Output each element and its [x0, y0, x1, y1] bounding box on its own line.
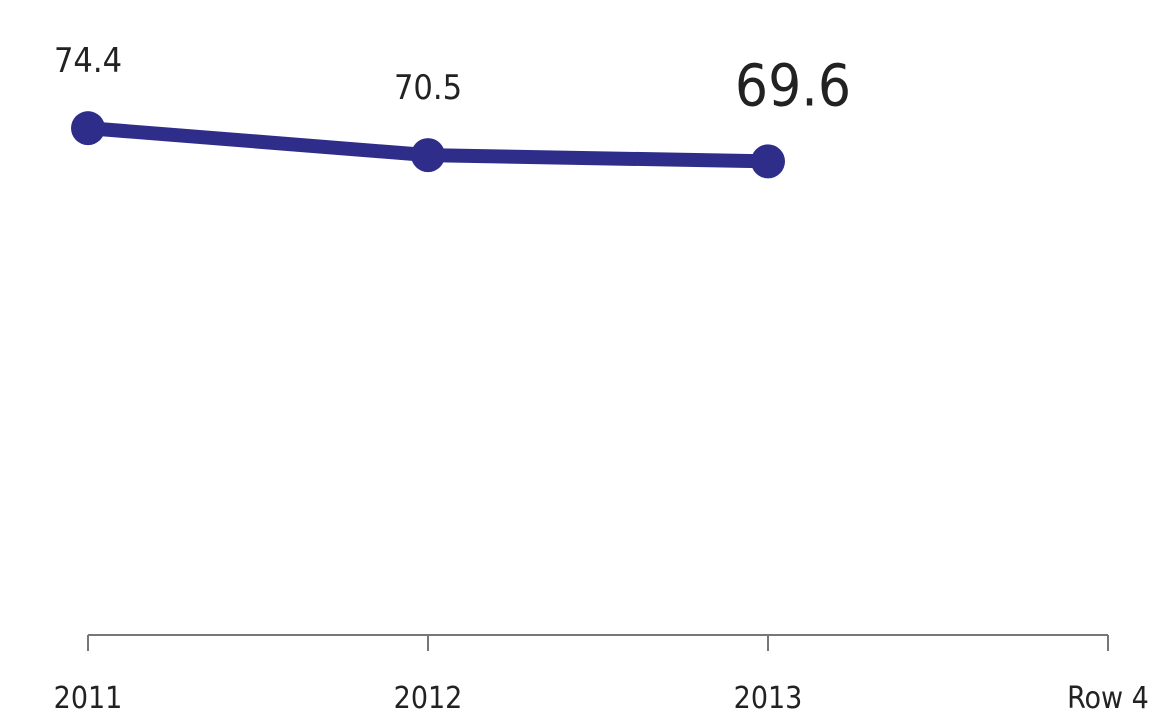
- x-tick-label: 2011: [54, 681, 123, 715]
- point: [411, 138, 445, 173]
- x-tick-label: 2012: [394, 681, 463, 715]
- value-label: 70.5: [394, 68, 462, 108]
- x-tick-label: Row 4: [1067, 681, 1149, 715]
- point: [751, 144, 785, 179]
- point: [71, 111, 105, 146]
- value-label: 69.6: [735, 51, 851, 119]
- value-label: 74.4: [54, 41, 122, 81]
- x-tick-label: 2013: [734, 681, 803, 715]
